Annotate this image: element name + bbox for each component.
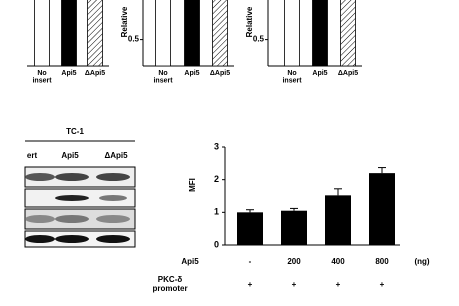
x-tick-label: No insert [153,70,173,85]
x-tick-label: Api5 [61,70,76,77]
row-cell: + [248,280,253,289]
row-label: PKC-δ promoter [152,275,187,293]
y-tick-label: 3 [214,141,219,151]
y-tick-label: 1 [214,207,219,217]
x-tick-label: No insert [32,70,52,85]
y-tick-label: 0 [214,239,219,249]
bar [340,0,356,67]
bar [284,0,300,67]
x-tick-label: Api5 [184,70,199,77]
row-cell: 800 [375,257,389,266]
bar [325,195,351,245]
bar [212,0,228,67]
x-tick-label: ΔApi5 [85,70,105,77]
blot-title: TC-1 [66,127,84,136]
row-cell: 200 [287,257,301,266]
lane-label: Api5 [61,151,79,160]
bar [281,210,307,245]
y-tick-label: 0.5 [128,35,140,44]
bar [184,0,200,67]
y-axis-label: Relative [120,6,129,37]
x-tick-label: ΔApi5 [338,70,358,77]
bar [312,0,328,67]
y-tick-label: 2 [214,174,219,184]
lane-label: ΔApi5 [104,151,128,160]
y-axis-label: MFI [188,178,197,192]
y-axis-label: Relative [245,6,254,37]
bar [34,0,50,67]
lane-label: ert [27,151,38,160]
row-cell: + [336,280,341,289]
blot-image [24,166,136,248]
bar [155,0,171,67]
row-unit: (ng) [414,257,429,266]
bar [237,212,263,245]
row-cell: 400 [331,257,345,266]
row-label: Api5 [181,257,199,266]
row-cell: + [380,280,385,289]
x-tick-label: Api5 [312,70,327,77]
x-tick-label: No insert [282,70,302,85]
bar [87,0,103,67]
bar [369,173,395,245]
bar [61,0,77,67]
y-tick-label: 0.5 [253,35,265,44]
row-cell: + [292,280,297,289]
x-tick-label: ΔApi5 [210,70,230,77]
row-cell: - [249,257,252,266]
